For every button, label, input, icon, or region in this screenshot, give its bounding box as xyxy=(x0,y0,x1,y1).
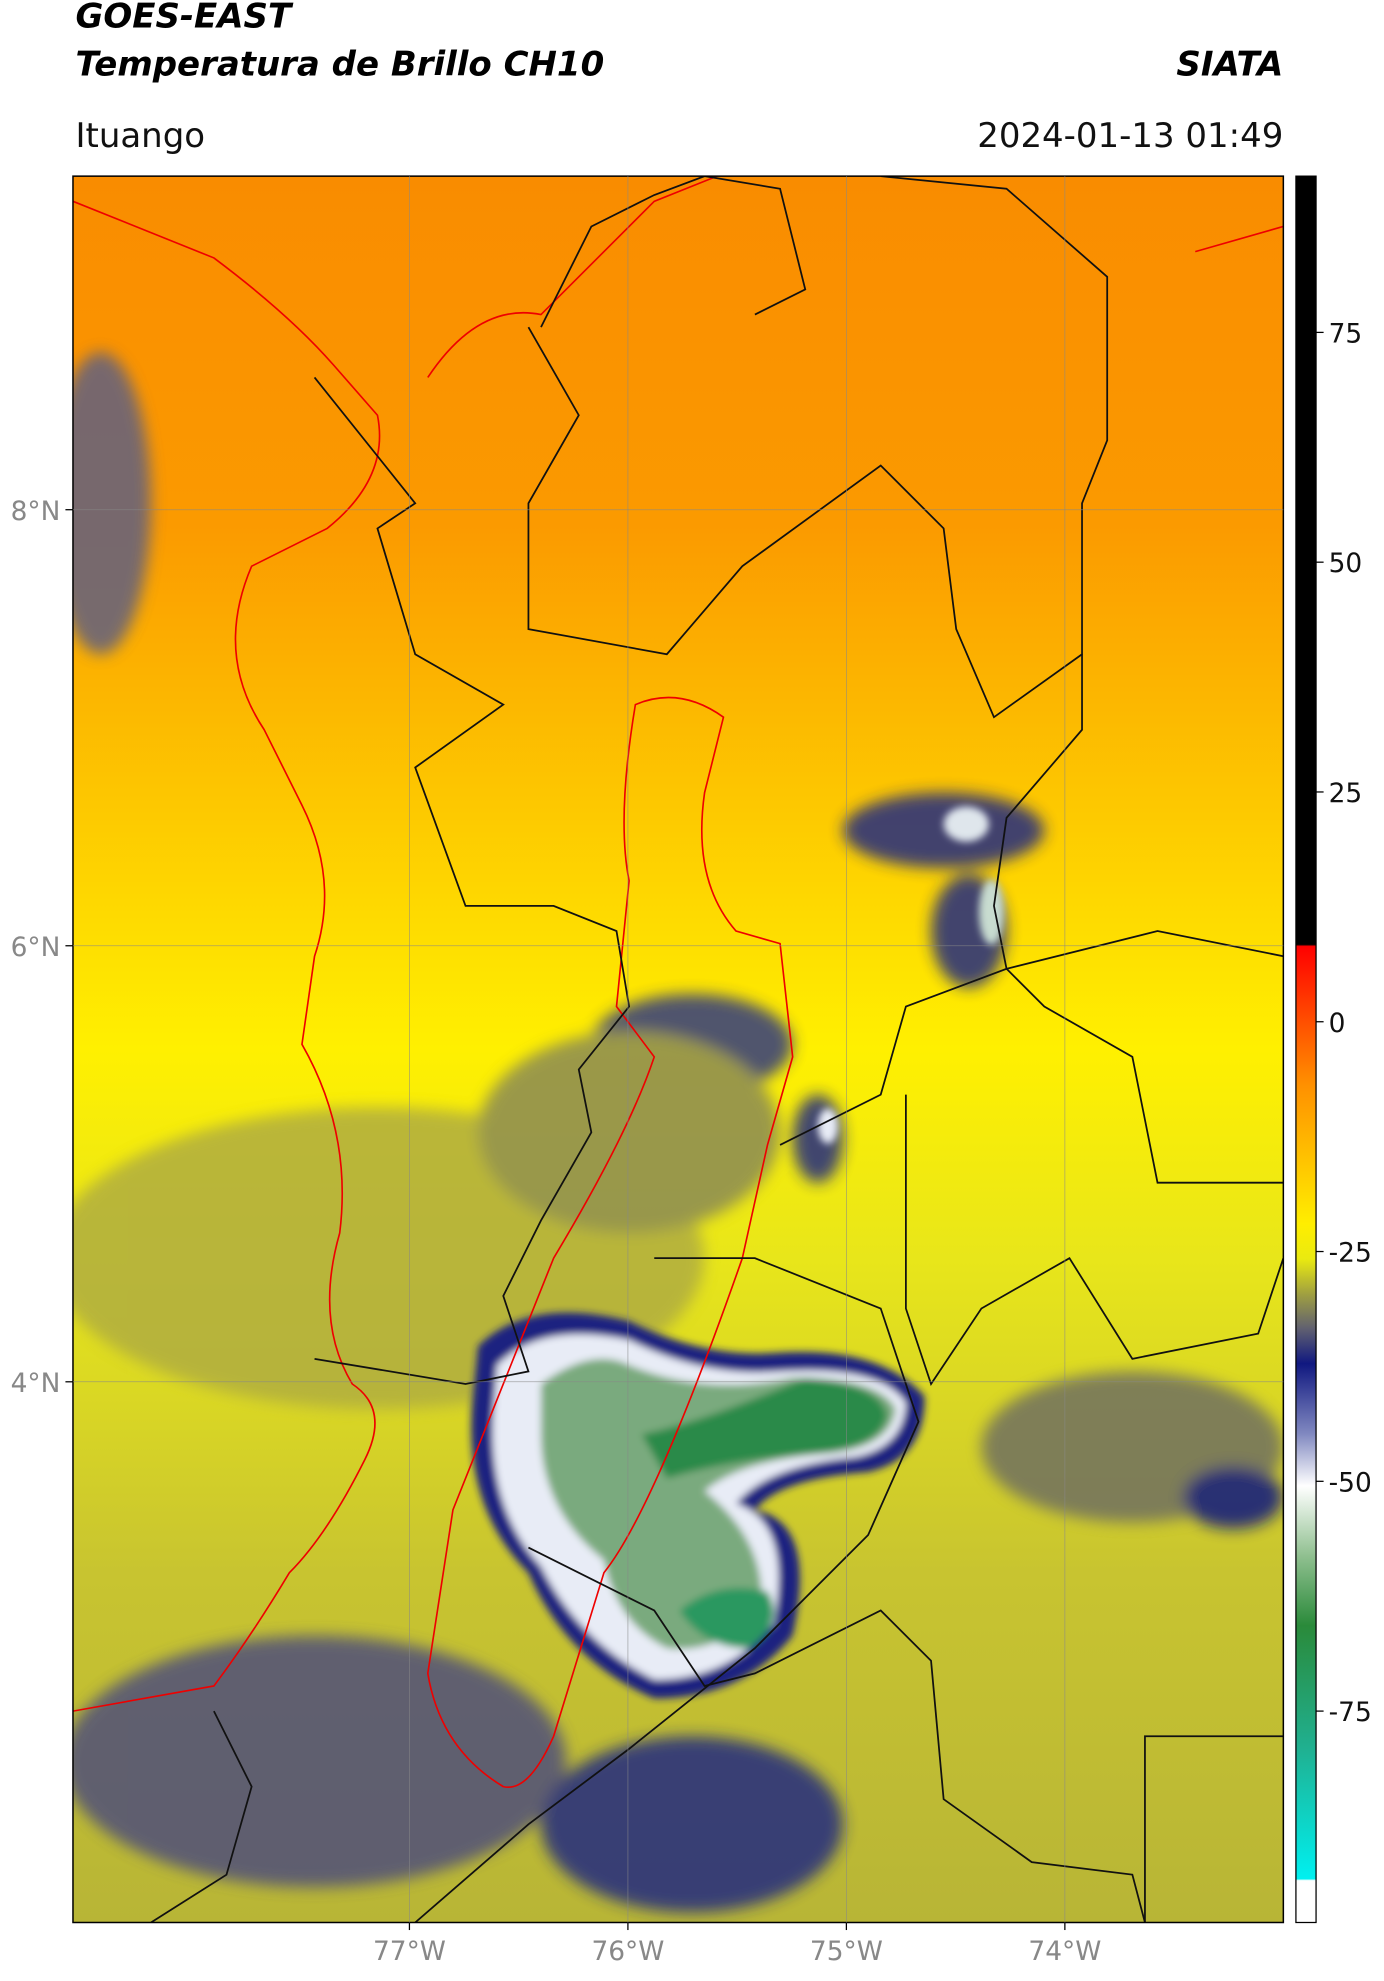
colorbar xyxy=(1295,175,1317,1924)
colorbar-tick-label: 25 xyxy=(1329,778,1363,809)
map-image xyxy=(72,176,1284,1923)
agency: SIATA xyxy=(1176,44,1283,84)
region: Ituango xyxy=(75,116,205,156)
datetime: 2024-01-13 01:49 xyxy=(977,116,1283,156)
colorbar-tick-label: 50 xyxy=(1329,548,1363,579)
title: GOES-EAST xyxy=(75,0,293,37)
y-tick-label: 6°N xyxy=(11,932,61,963)
colorbar-tick-label: -75 xyxy=(1329,1697,1372,1728)
y-tick-label: 8°N xyxy=(11,496,61,527)
x-tick-label: 76°W xyxy=(591,1936,664,1967)
y-tick-label: 4°N xyxy=(11,1368,61,1399)
x-tick-label: 77°W xyxy=(373,1936,446,1967)
colorbar-tick-label: -25 xyxy=(1329,1238,1372,1269)
subtitle: Temperatura de Brillo CH10 xyxy=(75,44,604,84)
map-frame xyxy=(72,175,1285,1924)
colorbar-tick-label: -50 xyxy=(1329,1467,1372,1498)
x-tick-label: 75°W xyxy=(810,1936,883,1967)
colorbar-tick-label: 75 xyxy=(1329,318,1363,349)
colorbar-tick-label: 0 xyxy=(1329,1008,1346,1039)
x-tick-label: 74°W xyxy=(1028,1936,1101,1967)
